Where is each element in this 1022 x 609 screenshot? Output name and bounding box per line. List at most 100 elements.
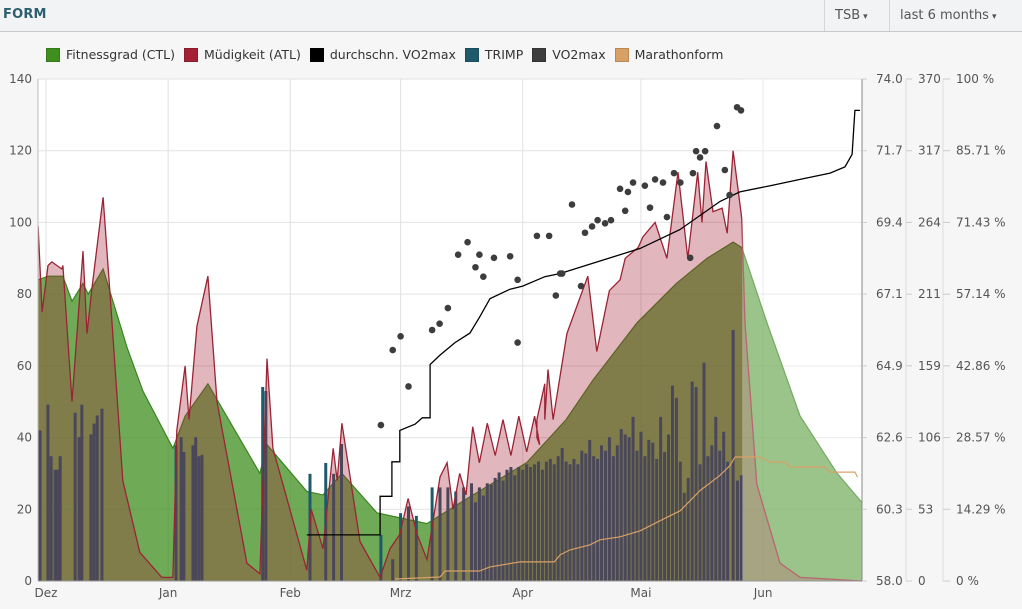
trimp-bar bbox=[513, 475, 517, 581]
legend-item-vo2max[interactable]: VO2max bbox=[532, 47, 606, 62]
trimp-bar bbox=[726, 461, 730, 581]
trimp-bar bbox=[731, 330, 735, 581]
trimp-bar bbox=[438, 487, 442, 581]
trimp-bar bbox=[399, 513, 403, 581]
trimp-bar bbox=[525, 464, 529, 581]
trimp-bar bbox=[533, 464, 537, 581]
vo2max-point bbox=[629, 179, 637, 186]
trimp-bar bbox=[615, 445, 619, 581]
trimp-bar bbox=[430, 487, 434, 581]
legend-label: durchschn. VO2max bbox=[329, 47, 456, 62]
chart-title: FORM bbox=[3, 7, 47, 22]
forecast-overlay bbox=[742, 79, 862, 581]
trimp-bar bbox=[635, 450, 639, 581]
legend-label: Marathonform bbox=[634, 47, 724, 62]
vo2max-point bbox=[737, 107, 745, 114]
legend-item-atl[interactable]: Müdigkeit (ATL) bbox=[184, 47, 301, 62]
legend-item-avg-vo2max[interactable]: durchschn. VO2max bbox=[309, 47, 456, 62]
trimp-bar bbox=[489, 484, 493, 581]
trimp-bar bbox=[92, 423, 96, 581]
trimp-bar bbox=[714, 416, 718, 581]
legend-swatch bbox=[46, 47, 60, 62]
vo2max-point bbox=[444, 304, 452, 312]
trimp-bar bbox=[702, 362, 706, 581]
y-trimp-tick-label: 211 bbox=[918, 287, 941, 301]
legend-swatch bbox=[614, 47, 629, 62]
vo2max-point bbox=[545, 232, 553, 240]
trimp-bar bbox=[46, 404, 50, 581]
x-tick-label: Mrz bbox=[390, 586, 412, 600]
y-trimp-tick-label: 264 bbox=[918, 215, 941, 229]
legend-label: Fitnessgrad (CTL) bbox=[66, 47, 176, 62]
vo2max-point bbox=[476, 251, 483, 258]
trimp-bar bbox=[576, 464, 580, 581]
x-tick-label: Mai bbox=[630, 586, 651, 600]
vo2max-point bbox=[405, 383, 412, 390]
trimp-bar bbox=[470, 483, 474, 581]
y-trimp-tick-label: 317 bbox=[918, 144, 941, 158]
trimp-bar bbox=[678, 461, 682, 581]
trimp-bar bbox=[564, 461, 568, 581]
trimp-bar bbox=[722, 431, 726, 581]
trimp-bar bbox=[718, 450, 722, 581]
vo2max-point bbox=[568, 201, 576, 208]
legend-item-trimp[interactable]: TRIMP bbox=[464, 47, 523, 62]
trimp-bar bbox=[739, 475, 743, 581]
y-vo2-tick-label: 60.3 bbox=[876, 502, 903, 516]
avg-vo2max-line bbox=[306, 109, 860, 536]
vo2max-point bbox=[689, 169, 697, 177]
trimp-bar bbox=[639, 431, 643, 581]
vo2max-point bbox=[713, 122, 721, 130]
metric-dropdown[interactable]: TSB ▾ bbox=[824, 0, 889, 31]
legend-item-marathonform[interactable]: Marathonform bbox=[614, 47, 724, 62]
y-pct-tick-label: 100 % bbox=[956, 72, 994, 86]
legend-item-ctl[interactable]: Fitnessgrad (CTL) bbox=[46, 47, 175, 62]
trimp-bar bbox=[623, 434, 627, 581]
trimp-bar bbox=[592, 456, 596, 581]
trimp-bar bbox=[619, 429, 623, 581]
trimp-bar bbox=[481, 495, 485, 581]
trimp-bar bbox=[473, 502, 477, 581]
vo2max-point bbox=[721, 166, 729, 174]
y-trimp-tick-label: 370 bbox=[918, 72, 941, 86]
range-dropdown[interactable]: last 6 months ▾ bbox=[889, 0, 1022, 31]
trimp-bar bbox=[485, 483, 489, 581]
trimp-bar bbox=[391, 559, 395, 581]
y-trimp-tick-label: 159 bbox=[918, 359, 941, 373]
trimp-bar bbox=[568, 464, 572, 581]
vo2max-point bbox=[472, 263, 479, 271]
vo2max-point bbox=[389, 346, 397, 354]
y-pct-tick-label: 71.43 % bbox=[956, 215, 1006, 229]
atl-area bbox=[38, 150, 862, 581]
vo2max-point bbox=[577, 282, 585, 290]
vo2max-point bbox=[607, 216, 615, 224]
trimp-bar bbox=[552, 464, 556, 581]
vo2max-point bbox=[696, 154, 704, 161]
trimp-bar bbox=[694, 386, 698, 581]
trimp-bar bbox=[556, 456, 560, 581]
y-pct-tick-label: 42.86 % bbox=[956, 359, 1006, 373]
trimp-bar bbox=[596, 458, 600, 581]
y-left-tick-label: 60 bbox=[17, 359, 32, 373]
trimp-bar bbox=[607, 437, 611, 581]
trimp-bar bbox=[446, 487, 450, 581]
trimp-bar bbox=[651, 442, 655, 581]
trimp-bar bbox=[493, 477, 497, 581]
y-vo2-tick-label: 58.0 bbox=[876, 574, 903, 588]
trimp-bar bbox=[735, 480, 739, 581]
trimp-bar bbox=[58, 456, 62, 581]
y-vo2-tick-label: 71.7 bbox=[876, 144, 903, 158]
trimp-bar bbox=[477, 487, 481, 581]
trimp-bar bbox=[73, 412, 77, 581]
trimp-bar bbox=[544, 461, 548, 581]
trimp-bar bbox=[600, 445, 604, 581]
trimp-bar bbox=[379, 534, 383, 581]
trimp-bar bbox=[200, 454, 204, 581]
y-left-tick-label: 100 bbox=[9, 215, 32, 229]
marathonform-line bbox=[395, 456, 859, 580]
trimp-bar bbox=[627, 437, 631, 581]
trimp-bar bbox=[38, 430, 42, 581]
trimp-bar bbox=[174, 445, 178, 581]
trimp-bar bbox=[667, 434, 671, 581]
